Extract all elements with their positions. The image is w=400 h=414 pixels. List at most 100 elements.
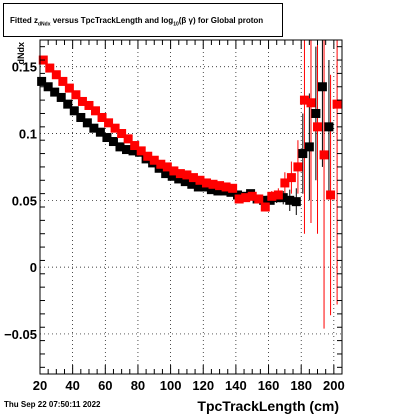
- data-point: [254, 194, 264, 204]
- data-point: [241, 193, 251, 203]
- data-point: [311, 108, 321, 118]
- y-tick-label: 0.1: [19, 127, 37, 142]
- data-point: [167, 171, 177, 181]
- data-point: [273, 190, 283, 200]
- x-tick-label: 20: [33, 378, 47, 393]
- data-point: [50, 87, 60, 97]
- y-tick-label: 0.15: [12, 60, 37, 75]
- data-point: [104, 118, 114, 128]
- data-point: [43, 82, 53, 92]
- title-sub-dndx: dNdx: [38, 21, 51, 28]
- data-point: [298, 149, 308, 159]
- data-point: [208, 179, 218, 189]
- y-tick-label: 0.05: [12, 193, 37, 208]
- data-point: [58, 76, 68, 86]
- data-point: [278, 193, 288, 203]
- data-point: [267, 191, 277, 201]
- data-point: [299, 95, 309, 105]
- data-point: [228, 183, 238, 193]
- data-point: [143, 151, 153, 161]
- x-tick-label: 100: [160, 378, 182, 393]
- data-point: [180, 177, 190, 187]
- data-point: [149, 155, 159, 165]
- data-point: [102, 133, 112, 143]
- axis-ticks: 20 40 60 80 100 120 140 160 180 200 −0.05 0 0.05 0.1 0…: [4, 40, 345, 393]
- data-point: [128, 146, 138, 156]
- x-tick-label: 120: [192, 378, 214, 393]
- data-point: [130, 141, 140, 151]
- data-point: [91, 106, 101, 116]
- data-point: [313, 122, 323, 132]
- data-points: [37, 55, 342, 212]
- data-point: [95, 127, 105, 137]
- data-point: [82, 118, 92, 128]
- data-point: [304, 142, 314, 152]
- chart-title: Fitted zdNdx versus TpcTrackLength and l…: [3, 3, 283, 37]
- data-point: [285, 195, 295, 205]
- x-tick-label: 40: [65, 378, 79, 393]
- data-point: [45, 63, 55, 73]
- data-point: [76, 112, 86, 122]
- data-point: [332, 99, 342, 109]
- data-point: [324, 122, 334, 132]
- data-point: [202, 178, 212, 188]
- data-point: [169, 166, 179, 176]
- data-point: [188, 173, 198, 183]
- x-tick-label: 140: [225, 378, 247, 393]
- data-point: [110, 123, 120, 133]
- data-point: [136, 146, 146, 156]
- data-point: [280, 178, 290, 188]
- data-point: [221, 182, 231, 192]
- data-point: [291, 197, 301, 207]
- data-point: [260, 202, 270, 212]
- data-point: [317, 82, 327, 92]
- y-tick-label: 0: [30, 260, 37, 275]
- title-sub-10: 10: [173, 21, 179, 28]
- data-point: [195, 175, 205, 185]
- data-point: [108, 137, 118, 147]
- data-point: [89, 123, 99, 133]
- data-point: [64, 83, 74, 93]
- data-point: [247, 191, 257, 201]
- x-tick-label: 80: [131, 378, 145, 393]
- data-point: [193, 182, 203, 192]
- x-tick-label: 200: [323, 378, 345, 393]
- data-point: [174, 174, 184, 184]
- data-point: [206, 185, 216, 195]
- data-point: [156, 159, 166, 169]
- x-tick-label: 180: [290, 378, 312, 393]
- data-point: [187, 179, 197, 189]
- title-prefix: Fitted z: [10, 16, 38, 25]
- data-point: [162, 162, 172, 172]
- data-point: [182, 170, 192, 180]
- data-point: [234, 194, 244, 204]
- data-point: [71, 90, 81, 100]
- data-point: [286, 173, 296, 183]
- data-point: [213, 186, 223, 196]
- data-point: [37, 76, 47, 86]
- x-tick-label: 160: [258, 378, 280, 393]
- title-suffix: (β γ) for Global proton: [178, 16, 264, 25]
- data-point: [84, 100, 94, 110]
- data-point: [123, 134, 133, 144]
- y-tick-label: −0.05: [4, 327, 37, 342]
- data-point: [326, 190, 336, 200]
- data-point: [293, 162, 303, 172]
- data-point: [56, 92, 66, 102]
- data-point: [161, 169, 171, 179]
- data-point: [215, 181, 225, 191]
- footer-date: Thu Sep 22 07:50:11 2022: [4, 400, 101, 409]
- data-point: [117, 129, 127, 139]
- x-axis-label: TpcTrackLength (cm): [197, 398, 339, 414]
- data-point: [122, 145, 132, 155]
- data-point: [306, 98, 316, 108]
- data-point: [77, 96, 87, 106]
- data-point: [175, 169, 185, 179]
- data-point: [51, 70, 61, 80]
- data-point: [319, 150, 329, 160]
- data-point: [63, 99, 73, 109]
- data-point: [97, 112, 107, 122]
- data-point: [69, 106, 79, 116]
- data-point: [115, 142, 125, 152]
